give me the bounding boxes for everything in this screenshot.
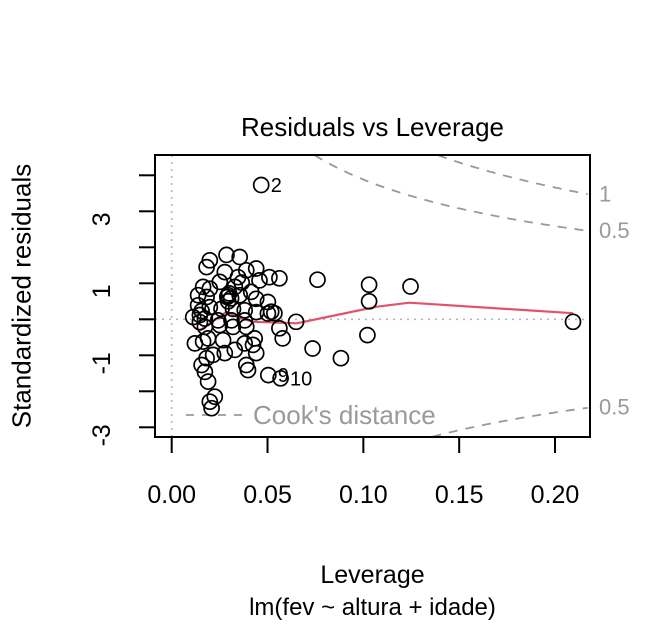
- cooks-legend-label: Cook's distance: [253, 400, 436, 430]
- data-point: [206, 388, 224, 406]
- data-point: [244, 336, 262, 354]
- data-point-10: [272, 369, 289, 387]
- data-point: [359, 326, 376, 344]
- data-point: [266, 304, 283, 322]
- data-point: [360, 292, 378, 310]
- cooks-contour-label-1: 1: [599, 182, 611, 207]
- data-point: [191, 313, 209, 331]
- data-point: [237, 318, 255, 336]
- data-point: [218, 246, 235, 264]
- data-point: [309, 271, 326, 289]
- data-point: [196, 310, 214, 327]
- data-point: [226, 278, 244, 296]
- point-label-9: 9: [278, 365, 289, 387]
- data-point-9: [259, 366, 277, 384]
- model-caption: lm(fev ~ altura + idade): [249, 594, 496, 621]
- data-point: [271, 269, 288, 287]
- y-tick-label: -3: [88, 424, 116, 446]
- cooks-contour-0.5-lower: [432, 406, 588, 438]
- data-point: [236, 301, 254, 319]
- data-point: [251, 272, 268, 289]
- data-point: [216, 344, 234, 362]
- data-point: [261, 268, 278, 286]
- plot-border: [154, 154, 591, 438]
- x-tick-label: 0.15: [435, 481, 484, 509]
- data-point: [231, 248, 249, 266]
- data-point: [203, 399, 220, 417]
- data-point: [239, 361, 257, 379]
- data-point: [304, 340, 321, 357]
- data-point: [271, 319, 288, 337]
- data-point: [564, 313, 582, 331]
- data-point: [236, 335, 254, 352]
- data-point: [229, 268, 247, 286]
- data-point: [360, 276, 378, 294]
- data-point: [402, 278, 419, 295]
- data-point: [223, 312, 240, 329]
- data-point: [201, 393, 219, 411]
- data-point: [287, 313, 305, 331]
- data-point-2: [252, 176, 270, 194]
- y-tick-label: -1: [88, 352, 116, 374]
- cooks-contour-label-0.5: 0.5: [599, 394, 630, 419]
- data-point: [199, 373, 217, 390]
- data-point: [247, 290, 265, 308]
- data-point: [186, 335, 204, 352]
- cooks-contour-1-upper: [437, 154, 588, 195]
- x-tick-label: 0.00: [147, 481, 196, 509]
- data-point: [189, 286, 207, 304]
- data-point: [219, 292, 237, 310]
- chart-title: Residuals vs Leverage: [240, 112, 505, 142]
- data-point: [332, 349, 350, 367]
- cooks-contour-label-0.5: 0.5: [599, 218, 630, 243]
- data-point: [198, 288, 215, 306]
- data-point: [247, 344, 265, 362]
- data-point: [214, 331, 232, 349]
- data-point: [259, 305, 277, 322]
- data-point: [196, 363, 214, 381]
- data-point: [193, 302, 210, 320]
- point-label-2: 2: [271, 175, 282, 197]
- data-point: [198, 258, 215, 276]
- data-point: [247, 260, 265, 277]
- y-tick-label: 3: [88, 212, 116, 226]
- x-tick-label: 0.10: [339, 481, 388, 509]
- data-point: [194, 333, 212, 350]
- y-tick-label: 1: [88, 284, 116, 298]
- x-axis-title: Leverage: [320, 561, 425, 589]
- data-point: [224, 318, 242, 336]
- data-point: [222, 290, 240, 307]
- data-point: [194, 278, 212, 296]
- cooks-contour-0.5-upper: [314, 154, 588, 232]
- x-tick-label: 0.20: [531, 481, 580, 509]
- point-label-10: 10: [290, 368, 312, 390]
- x-tick-label: 0.05: [243, 481, 292, 509]
- data-point: [274, 330, 292, 347]
